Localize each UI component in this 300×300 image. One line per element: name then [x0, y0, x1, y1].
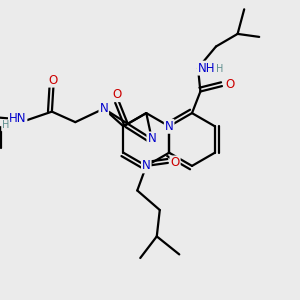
Text: O: O — [170, 156, 180, 170]
Text: HN: HN — [9, 112, 26, 125]
Text: O: O — [113, 88, 122, 101]
Text: N: N — [142, 159, 151, 172]
Text: N: N — [147, 132, 156, 146]
Text: NH: NH — [198, 61, 215, 75]
Text: H: H — [216, 64, 223, 74]
Text: O: O — [226, 78, 235, 91]
Text: H: H — [2, 120, 9, 130]
Text: O: O — [48, 74, 57, 87]
Text: N: N — [165, 120, 173, 133]
Text: N: N — [99, 102, 108, 115]
